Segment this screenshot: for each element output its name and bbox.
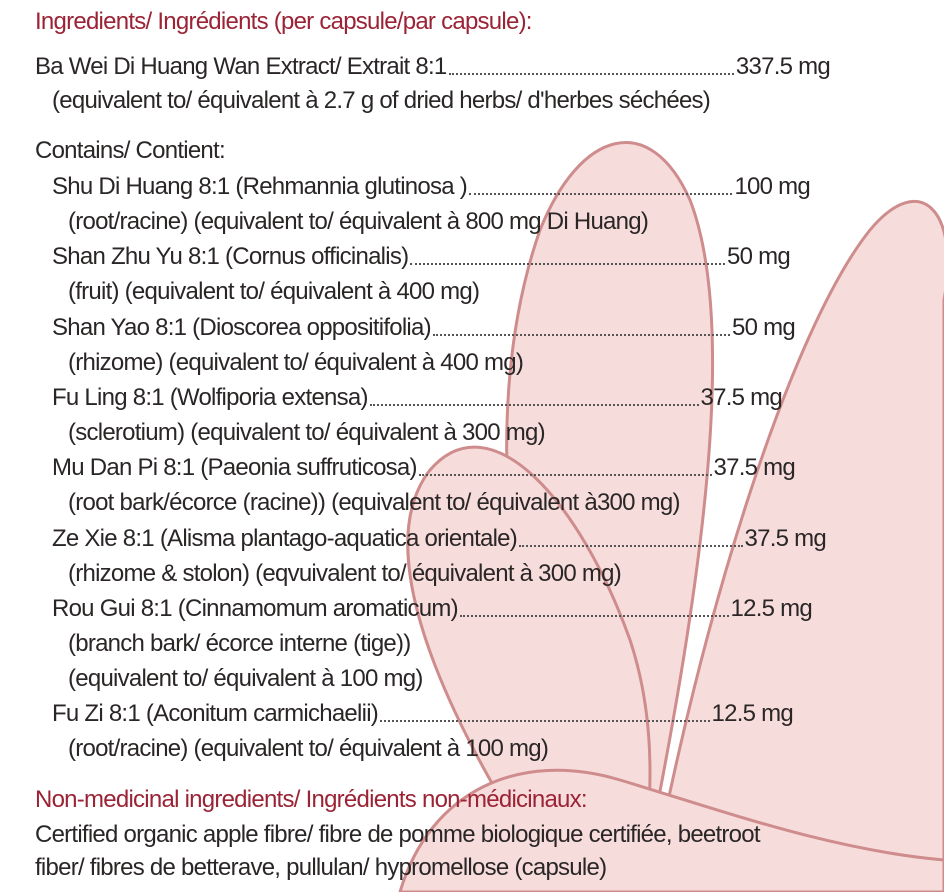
ingredient-row: Shan Yao 8:1 (Dioscorea oppositifolia) 50… — [52, 312, 796, 344]
ingredient-name: Fu Zi 8:1 (Aconitum carmichaelii) — [52, 700, 379, 728]
ingredient-note: (equivalent to/ équivalent à 100 mg) — [68, 665, 423, 693]
ingredient-row: Mu Dan Pi 8:1 (Paeonia suffruticosa) 37.5… — [52, 452, 796, 484]
section-heading: Contains/ Contient: — [35, 137, 226, 164]
ingredient-note: (root bark/écorce (racine)) (equivalent … — [68, 489, 680, 517]
ingredient-name: Shan Yao 8:1 (Dioscorea oppositifolia) — [52, 313, 432, 341]
ingredient-note: (rhizome & stolon) (eqvuivalent to/ équi… — [68, 559, 622, 587]
ingredient-amount: 337.5 mg — [735, 53, 831, 80]
leader — [519, 544, 743, 547]
petal — [398, 768, 944, 892]
leader — [380, 720, 710, 723]
ingredient-note: (sclerotium) (equivalent to/ équivalent … — [68, 418, 546, 446]
ingredient-note: (root/racine) (equivalent to/ équivalent… — [68, 208, 649, 235]
ingredient-row: Ba Wei Di Huang Wan Extract/ Extrait 8:1… — [35, 51, 831, 83]
ingredient-name: Ze Xie 8:1 (Alisma plantago-aquatica ori… — [52, 524, 518, 552]
ingredient-name: Rou Gui 8:1 (Cinnamomum aromaticum) — [52, 594, 459, 622]
ingredient-row: Ze Xie 8:1 (Alisma plantago-aquatica ori… — [52, 523, 827, 555]
ingredient-note: (root/racine) (equivalent to/ équivalent… — [68, 735, 549, 763]
text-line: fiber/ fibres de betterave, pullulan/ hy… — [35, 854, 607, 881]
ingredient-amount: 37.5 mg — [700, 383, 783, 411]
ingredient-name: Shan Zhu Yu 8:1 (Cornus officinalis) — [52, 243, 409, 271]
ingredient-note: (equivalent to/ équivalent à 2.7 g of dr… — [52, 87, 711, 114]
leader — [432, 333, 731, 336]
ingredient-amount: 50 mg — [732, 313, 796, 341]
ingredient-name: Ba Wei Di Huang Wan Extract/ Extrait 8:1 — [35, 53, 447, 80]
heading: Ingredients/ Ingrédients (per capsule/pa… — [35, 8, 532, 35]
ingredient-amount: 37.5 mg — [713, 454, 796, 482]
ingredient-amount: 100 mg — [734, 173, 810, 200]
ingredient-amount: 37.5 mg — [744, 524, 827, 552]
ingredient-amount: 12.5 mg — [730, 594, 813, 622]
text-line: Certified organic apple fibre/ fibre de … — [35, 821, 761, 848]
leader — [410, 263, 726, 266]
leader — [459, 614, 729, 617]
ingredient-row: Shan Zhu Yu 8:1 (Cornus officinalis) 50 m… — [52, 241, 791, 273]
ingredient-row: Rou Gui 8:1 (Cinnamomum aromaticum) 12.5 … — [52, 593, 813, 625]
leader — [448, 73, 734, 75]
ingredient-name: Fu Ling 8:1 (Wolfiporia extensa) — [52, 383, 368, 411]
ingredient-row: Fu Ling 8:1 (Wolfiporia extensa) 37.5 mg — [52, 382, 783, 414]
leader — [418, 474, 712, 477]
ingredient-amount: 12.5 mg — [711, 700, 794, 728]
ingredient-name: Shu Di Huang 8:1 (Rehmannia glutinosa ) — [52, 173, 468, 200]
leader — [369, 403, 699, 406]
section-heading: Non-medicinal ingredients/ Ingrédients n… — [35, 786, 588, 813]
ingredient-amount: 50 mg — [727, 243, 791, 271]
ingredient-row: Shu Di Huang 8:1 (Rehmannia glutinosa ) 1… — [52, 171, 811, 203]
ingredient-row: Fu Zi 8:1 (Aconitum carmichaelii) 12.5 mg — [52, 698, 794, 730]
ingredient-note: (rhizome) (equivalent to/ équivalent à 4… — [68, 348, 524, 376]
petal — [648, 200, 944, 892]
ingredient-note: (fruit) (equivalent to/ équivalent à 400… — [68, 278, 480, 306]
ingredient-name: Mu Dan Pi 8:1 (Paeonia suffruticosa) — [52, 454, 418, 482]
leader — [469, 193, 733, 195]
ingredient-note: (branch bark/ écorce interne (tige)) — [68, 629, 411, 657]
